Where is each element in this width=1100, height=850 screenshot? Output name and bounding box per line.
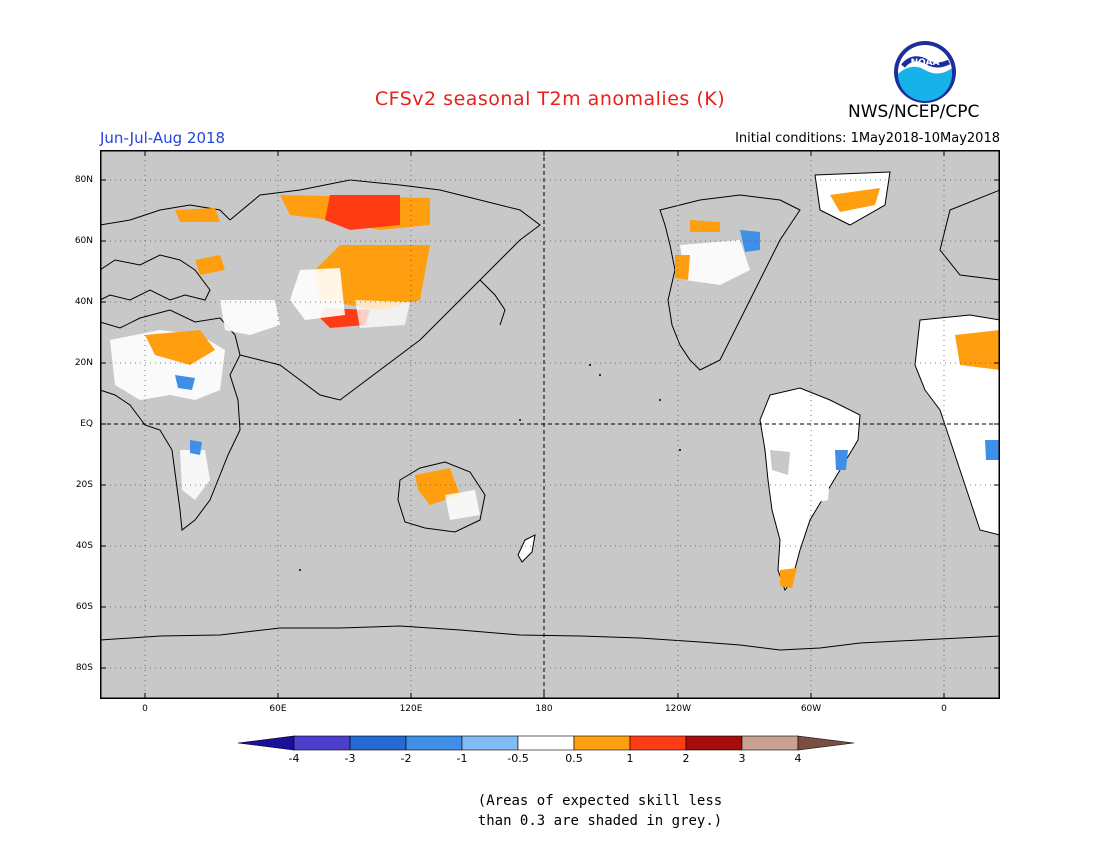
colorbar-label: 0.5 xyxy=(565,752,583,765)
skill-note: (Areas of expected skill less than 0.3 a… xyxy=(470,791,730,831)
colorbar-cell xyxy=(517,735,575,751)
colorbar-label: 3 xyxy=(738,752,746,765)
initial-conditions-label: Initial conditions: 1May2018-10May2018 xyxy=(735,131,1000,146)
lon-label-0-left: 0 xyxy=(142,704,148,714)
lat-label-60s: 60S xyxy=(75,602,93,612)
lon-label-120w: 120W xyxy=(664,704,692,714)
noaa-logo: NOAA xyxy=(894,41,956,103)
lon-label-180: 180 xyxy=(535,704,553,714)
colorbar-cell xyxy=(349,735,407,751)
colorbar-end-high xyxy=(797,735,855,751)
colorbar-cell xyxy=(685,735,743,751)
colorbar-cell xyxy=(405,735,463,751)
lat-label-20n: 20N xyxy=(74,358,93,368)
map-title: CFSv2 seasonal T2m anomalies (K) xyxy=(374,88,726,110)
new-zealand xyxy=(517,534,536,563)
island-markers xyxy=(299,364,681,571)
south-america-landmass xyxy=(759,387,861,592)
graticule xyxy=(100,150,1000,699)
lat-label-60n: 60N xyxy=(74,236,93,246)
agency-label: NWS/NCEP/CPC xyxy=(848,102,980,122)
lon-label-120e: 120E xyxy=(399,704,423,714)
eurasia-landmass xyxy=(229,179,541,401)
colorbar-cell xyxy=(741,735,799,751)
colorbar-cells xyxy=(238,735,855,751)
colorbar-cell xyxy=(461,735,519,751)
colorbar-cell xyxy=(293,735,351,751)
north-america-landmass xyxy=(659,171,891,371)
antarctica-outline xyxy=(100,625,1000,651)
logo-text: NOAA xyxy=(911,58,940,68)
colorbar-label: -3 xyxy=(344,752,356,765)
lat-label-80s: 80S xyxy=(75,663,93,673)
period-label: Jun-Jul-Aug 2018 xyxy=(100,129,226,147)
africa-europe-landmass xyxy=(100,204,241,531)
lat-label-eq: EQ xyxy=(80,419,93,429)
lon-label-60w: 60W xyxy=(800,704,822,714)
colorbar-label: -1 xyxy=(456,752,468,765)
australia-landmass xyxy=(397,461,486,533)
lat-label-40s: 40S xyxy=(75,541,93,551)
lat-label-20s: 20S xyxy=(75,480,93,490)
colorbar-label: 4 xyxy=(794,752,802,765)
colorbar-cell xyxy=(629,735,687,751)
lon-label-60e: 60E xyxy=(269,704,287,714)
africa-europe-fill xyxy=(110,208,225,500)
colorbar-label: -0.5 xyxy=(507,752,529,765)
colorbar-cell xyxy=(573,735,631,751)
map-border xyxy=(100,150,1000,699)
skill-note-line1: (Areas of expected skill less xyxy=(477,793,723,809)
colorbar xyxy=(238,735,855,751)
colorbar-label: 1 xyxy=(626,752,634,765)
lat-label-80n: 80N xyxy=(74,175,93,185)
skill-note-line2: than 0.3 are shaded in grey.) xyxy=(477,813,723,829)
colorbar-end-low xyxy=(238,735,295,751)
anomaly-map xyxy=(100,150,1000,699)
lon-label-0-right: 0 xyxy=(941,704,947,714)
colorbar-label: -2 xyxy=(400,752,412,765)
africa-right-landmass xyxy=(914,189,1000,536)
lat-label-40n: 40N xyxy=(74,297,93,307)
eurasia-fill xyxy=(220,195,430,335)
colorbar-label: -4 xyxy=(288,752,300,765)
colorbar-label: 2 xyxy=(682,752,690,765)
